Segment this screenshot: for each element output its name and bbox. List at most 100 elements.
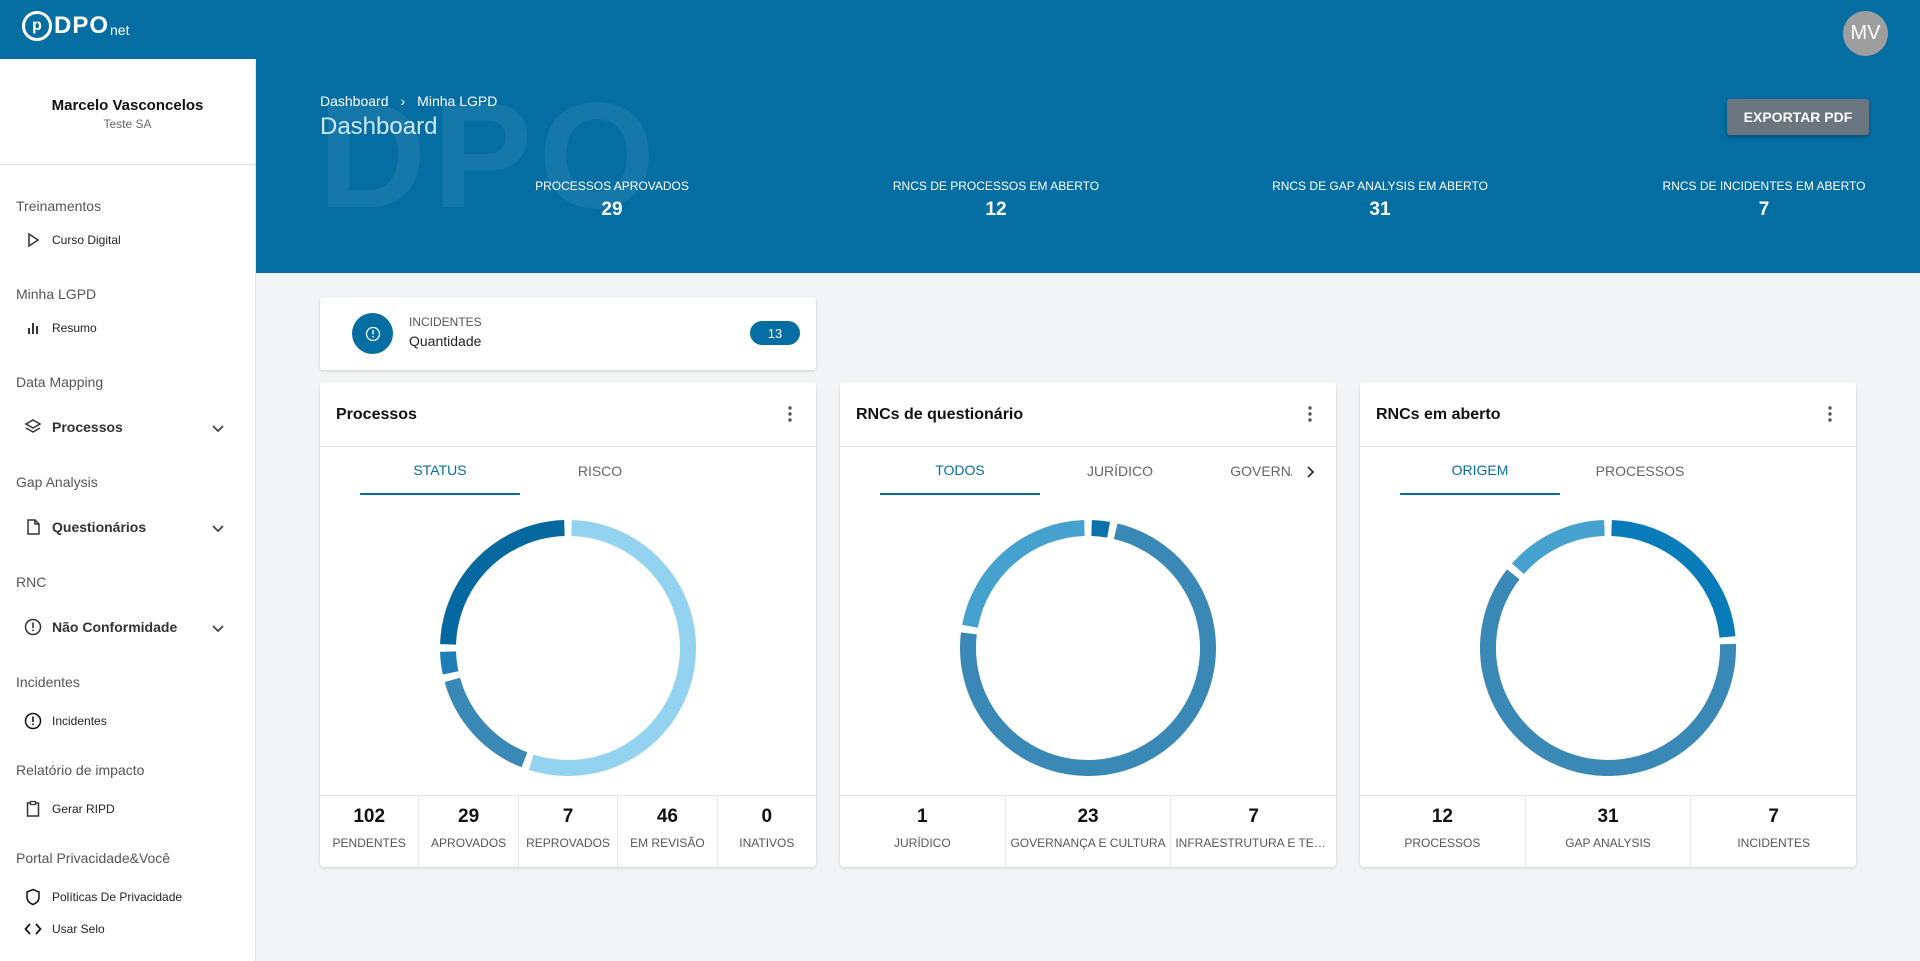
donut-slice-jur-dico[interactable] <box>1091 520 1110 538</box>
tabs: STATUS RISCO <box>360 447 800 495</box>
card-title: RNCs de questionário <box>856 406 1024 423</box>
sidebar-item-curso-digital[interactable]: Curso Digital <box>24 231 121 249</box>
chevron-down-icon[interactable] <box>210 620 226 636</box>
chevron-down-icon[interactable] <box>210 520 226 536</box>
processos-donut-chart[interactable] <box>440 520 696 776</box>
breadcrumb: Dashboard › Minha LGPD <box>320 93 497 109</box>
alert-circle-icon <box>352 313 393 354</box>
breadcrumb-minha-lgpd[interactable]: Minha LGPD <box>417 93 498 109</box>
metric-value: 12 <box>1431 806 1453 827</box>
page-header: DPO Dashboard › Minha LGPD Dashboard EXP… <box>256 59 1920 273</box>
metric-pendentes[interactable]: 102 PENDENTES <box>320 796 420 867</box>
stat-rncs-processos: RNCS DE PROCESSOS EM ABERTO 12 <box>846 179 1146 221</box>
metric-label: PROCESSOS <box>1404 836 1481 850</box>
logo-sub: net <box>110 22 130 38</box>
stat-rncs-incidentes: RNCS DE INCIDENTES EM ABERTO 7 <box>1614 179 1914 221</box>
stat-value: 12 <box>985 199 1007 220</box>
donut-slice-processos[interactable] <box>1611 520 1736 638</box>
tab-juridico[interactable]: JURÍDICO <box>1086 463 1154 479</box>
sidebar-section-relatorio: Relatório de impacto <box>16 762 145 778</box>
tabs: TODOS JURÍDICO GOVERNANÇA <box>880 447 1292 495</box>
metric-value: 23 <box>1077 806 1099 827</box>
card-title: RNCs em aberto <box>1376 406 1501 423</box>
bar-chart-icon <box>24 319 42 337</box>
tab-governanca[interactable]: GOVERNANÇA <box>1230 463 1292 479</box>
sidebar-item-resumo[interactable]: Resumo <box>24 319 97 337</box>
donut-slice-reprovados[interactable] <box>440 651 459 675</box>
shield-icon <box>24 888 42 906</box>
metric-label: PENDENTES <box>332 836 406 850</box>
tab-status[interactable]: STATUS <box>360 447 520 495</box>
sidebar-section-treinamentos: Treinamentos <box>16 198 102 214</box>
donut-slice-incidentes[interactable] <box>1511 520 1605 575</box>
donut-slice-infraestrutura-e-tecnologia[interactable] <box>962 520 1085 628</box>
sidebar-item-label: Curso Digital <box>52 233 121 247</box>
metric-value: 0 <box>761 806 773 827</box>
code-icon <box>24 920 42 938</box>
chevron-down-icon[interactable] <box>210 420 226 436</box>
metric-value: 29 <box>458 806 480 827</box>
metric-reprovados[interactable]: 7 REPROVADOS <box>519 796 619 867</box>
sidebar-item-questionarios[interactable]: Questionários <box>24 518 146 536</box>
rncs-em-aberto-donut-chart[interactable] <box>1480 520 1736 776</box>
metric-em-revisao[interactable]: 46 EM REVISÃO <box>618 796 718 867</box>
metric-governanca[interactable]: 23 GOVERNANÇA E CULTURA <box>1006 796 1172 867</box>
sidebar-item-label: Gerar RIPD <box>52 802 115 816</box>
clipboard-icon <box>24 800 42 818</box>
sidebar-item-usar-selo[interactable]: Usar Selo <box>24 920 105 938</box>
metric-inativos[interactable]: 0 INATIVOS <box>718 796 816 867</box>
chevron-right-icon[interactable] <box>1302 464 1318 480</box>
chevron-right-icon: › <box>400 93 406 109</box>
donut-slice-pendentes[interactable] <box>528 520 696 776</box>
metric-gap-analysis[interactable]: 31 GAP ANALYSIS <box>1526 796 1692 867</box>
export-pdf-button[interactable]: EXPORTAR PDF <box>1727 99 1869 135</box>
metric-label: EM REVISÃO <box>630 836 705 850</box>
tab-origem[interactable]: ORIGEM <box>1400 447 1560 495</box>
user-avatar[interactable]: MV <box>1843 11 1888 56</box>
more-vertical-icon[interactable] <box>1818 402 1842 426</box>
donut-slice-em-revis-o[interactable] <box>440 520 565 645</box>
sidebar-item-label: Políticas De Privacidade <box>52 890 183 904</box>
donut-slice-gap-analysis[interactable] <box>1480 569 1736 776</box>
donut-slice-aprovados[interactable] <box>444 677 528 768</box>
sidebar-item-gerar-ripd[interactable]: Gerar RIPD <box>24 800 115 818</box>
tab-todos[interactable]: TODOS <box>880 447 1040 495</box>
sidebar-section-gap-analysis: Gap Analysis <box>16 474 98 490</box>
sidebar-item-nao-conformidade[interactable]: Não Conformidade <box>24 618 177 636</box>
metric-value: 7 <box>562 806 574 827</box>
layers-icon <box>24 418 42 436</box>
metric-label: JURÍDICO <box>894 836 951 850</box>
more-vertical-icon[interactable] <box>778 402 802 426</box>
metric-juridico[interactable]: 1 JURÍDICO <box>840 796 1006 867</box>
tab-processos[interactable]: PROCESSOS <box>1595 463 1685 479</box>
metrics-row: 102 PENDENTES 29 APROVADOS 7 REPROVADOS 46 E… <box>320 795 816 867</box>
sidebar-item-processos[interactable]: Processos <box>24 418 123 436</box>
divider <box>840 446 1336 447</box>
sidebar-item-incidentes[interactable]: Incidentes <box>24 712 107 730</box>
card-title: Processos <box>336 406 417 423</box>
sidebar-item-label: Não Conformidade <box>52 619 178 635</box>
processos-card: Processos STATUS RISCO 102 PENDENTES 29 AP… <box>320 382 816 867</box>
donut-slice-governan-a-e-cultura[interactable] <box>960 523 1216 776</box>
metric-label: REPROVADOS <box>526 836 610 850</box>
more-vertical-icon[interactable] <box>1298 402 1322 426</box>
incidents-summary-card[interactable]: INCIDENTES Quantidade 13 <box>320 297 816 370</box>
sidebar-section-rnc: RNC <box>16 574 47 590</box>
breadcrumb-dashboard[interactable]: Dashboard <box>320 93 389 109</box>
sidebar-section-minha-lgpd: Minha LGPD <box>16 286 97 302</box>
metrics-row: 12 PROCESSOS 31 GAP ANALYSIS 7 INCIDENTES <box>1360 795 1856 867</box>
metric-processos[interactable]: 12 PROCESSOS <box>1360 796 1526 867</box>
logo-text: DPO <box>54 12 110 39</box>
tab-risco[interactable]: RISCO <box>577 463 623 479</box>
metric-incidentes[interactable]: 7 INCIDENTES <box>1691 796 1856 867</box>
user-profile: Marcelo Vasconcelos Teste SA <box>0 59 255 165</box>
metric-value: 46 <box>656 806 678 827</box>
metric-aprovados[interactable]: 29 APROVADOS <box>419 796 519 867</box>
sidebar-item-politicas[interactable]: Políticas De Privacidade <box>24 888 182 906</box>
app-logo[interactable]: p DPO net <box>22 11 129 41</box>
stat-processos-aprovados: PROCESSOS APROVADOS 29 <box>462 179 762 221</box>
user-company: Teste SA <box>103 117 152 131</box>
rncs-questionario-donut-chart[interactable] <box>960 520 1216 776</box>
logo-watermark: DPO <box>318 71 662 239</box>
metric-infraestrutura[interactable]: 7 INFRAESTRUTURA E TECNOLOGIA <box>1171 796 1336 867</box>
